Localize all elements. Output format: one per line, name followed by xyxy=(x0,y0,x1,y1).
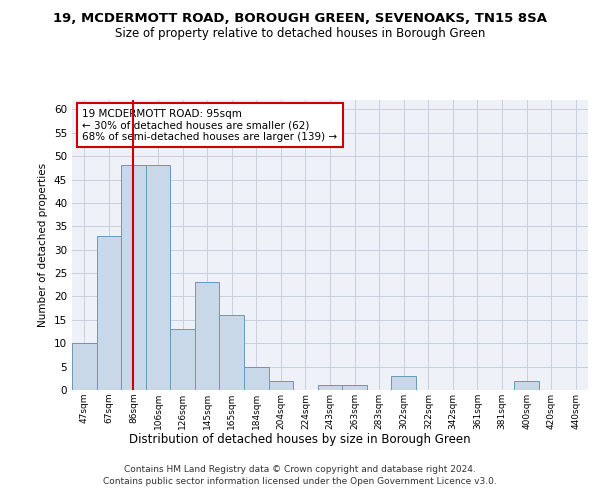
Text: 19 MCDERMOTT ROAD: 95sqm
← 30% of detached houses are smaller (62)
68% of semi-d: 19 MCDERMOTT ROAD: 95sqm ← 30% of detach… xyxy=(82,108,337,142)
Text: Distribution of detached houses by size in Borough Green: Distribution of detached houses by size … xyxy=(129,432,471,446)
Bar xyxy=(97,236,121,390)
Bar xyxy=(244,366,269,390)
Bar xyxy=(146,166,170,390)
Bar xyxy=(269,380,293,390)
Text: Contains public sector information licensed under the Open Government Licence v3: Contains public sector information licen… xyxy=(103,478,497,486)
Bar xyxy=(170,329,195,390)
Bar xyxy=(318,386,342,390)
Text: Contains HM Land Registry data © Crown copyright and database right 2024.: Contains HM Land Registry data © Crown c… xyxy=(124,465,476,474)
Bar xyxy=(72,343,97,390)
Text: 19, MCDERMOTT ROAD, BOROUGH GREEN, SEVENOAKS, TN15 8SA: 19, MCDERMOTT ROAD, BOROUGH GREEN, SEVEN… xyxy=(53,12,547,26)
Bar xyxy=(195,282,220,390)
Bar xyxy=(342,386,367,390)
Y-axis label: Number of detached properties: Number of detached properties xyxy=(38,163,49,327)
Text: Size of property relative to detached houses in Borough Green: Size of property relative to detached ho… xyxy=(115,28,485,40)
Bar xyxy=(121,166,146,390)
Bar xyxy=(514,380,539,390)
Bar xyxy=(220,315,244,390)
Bar xyxy=(391,376,416,390)
